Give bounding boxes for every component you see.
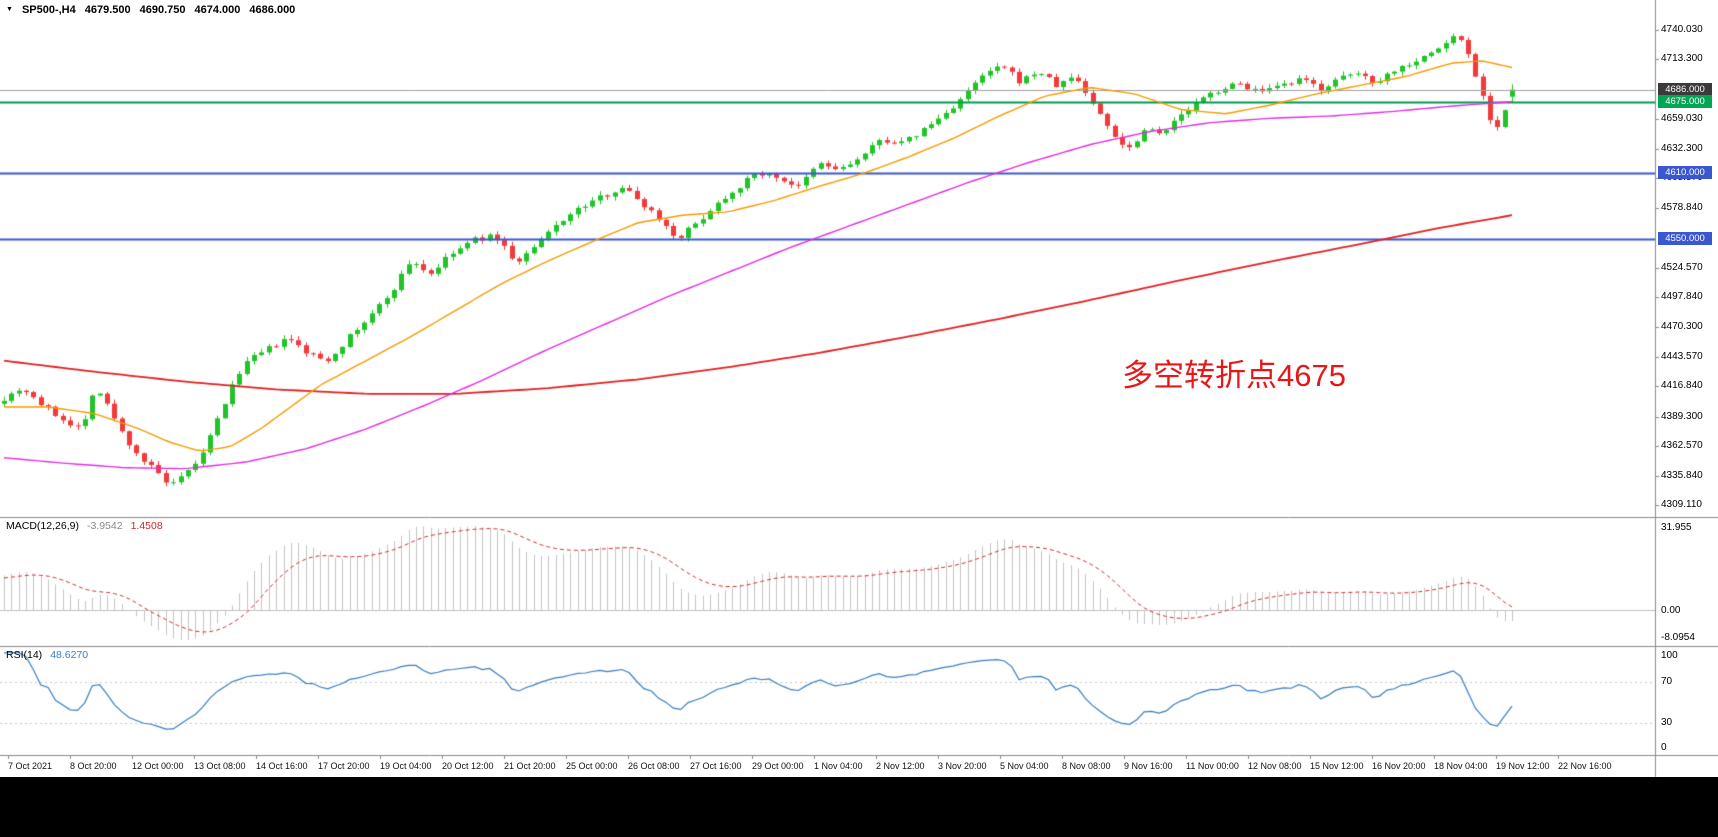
close-value: 4686.000: [249, 4, 296, 16]
high-value: 4690.750: [139, 4, 186, 16]
rsi-current-value: 48.6270: [50, 649, 89, 661]
rsi-indicator-label: RSI(14): [6, 649, 43, 661]
bottom-black-bar: [0, 777, 1718, 837]
chart-annotation-text[interactable]: 多空转折点4675: [1122, 358, 1346, 393]
rsi-panel-title: RSI(14) 48.6270: [6, 649, 88, 661]
macd-indicator-label: MACD(12,26,9): [6, 520, 79, 532]
low-value: 4674.000: [194, 4, 241, 16]
macd-main-value: -3.9542: [86, 520, 123, 532]
ohlc-readout: ▼ SP500-,H4 4679.500 4690.750 4674.000 4…: [6, 4, 295, 16]
symbol-marker-icon: ▼: [6, 5, 13, 13]
symbol-timeframe-label: SP500-,H4: [21, 4, 76, 16]
macd-signal-value: 1.4508: [130, 520, 163, 532]
macd-panel-title: MACD(12,26,9) -3.9542 1.4508: [6, 520, 163, 532]
open-value: 4679.500: [84, 4, 131, 16]
